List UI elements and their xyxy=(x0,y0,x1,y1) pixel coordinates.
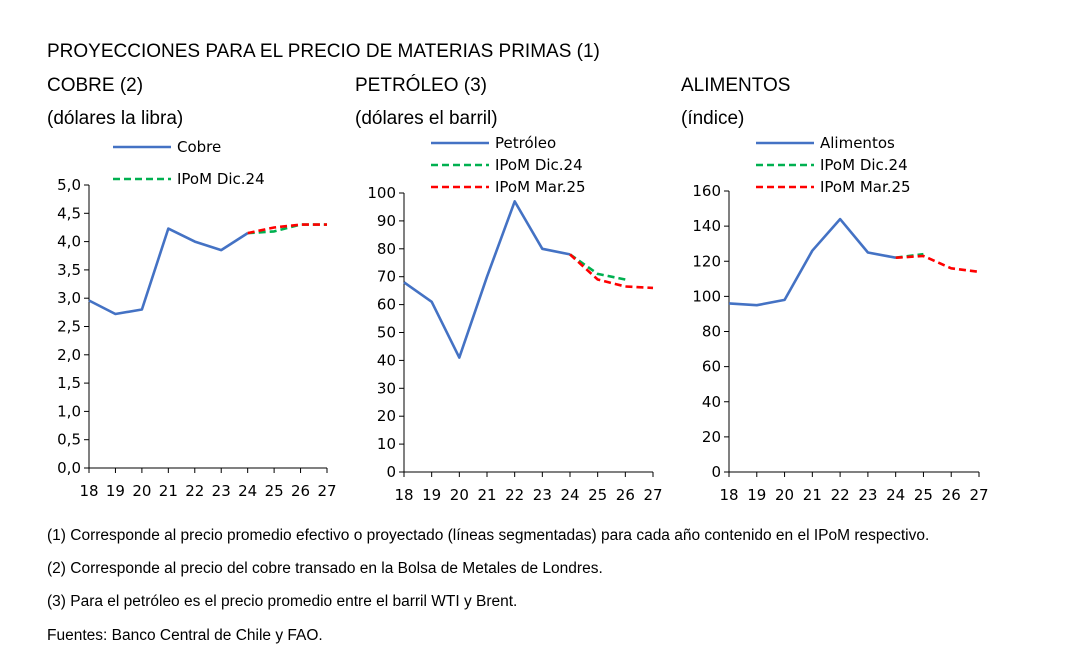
food-series-line-2 xyxy=(895,254,980,274)
food-y-tick-label: 100 xyxy=(692,287,721,305)
copper-y-tick-label: 0,0 xyxy=(57,459,81,477)
food-x-tick-label: 23 xyxy=(858,486,877,504)
oil-series-line-2 xyxy=(569,253,654,290)
oil-x-tick-label: 21 xyxy=(477,486,496,504)
food-x-tick-label: 25 xyxy=(914,486,933,504)
oil-x-tick-label: 20 xyxy=(450,486,469,504)
copper-panel-unit: (dólares la libra) xyxy=(47,108,184,129)
food-x-tick-label: 26 xyxy=(942,486,961,504)
oil-y-tick-label: 60 xyxy=(377,296,396,314)
copper-x-tick-label: 24 xyxy=(238,482,257,500)
food-x-tick-label: 20 xyxy=(775,486,794,504)
oil-y-tick-label: 30 xyxy=(377,379,396,397)
food-y-tick-label: 40 xyxy=(702,393,721,411)
food-x-tick-label: 21 xyxy=(803,486,822,504)
oil-y-tick-label: 80 xyxy=(377,240,396,258)
oil-panel-unit: (dólares el barril) xyxy=(355,108,498,129)
oil-y-tick-label: 40 xyxy=(377,351,396,369)
copper-legend-label-0: Cobre xyxy=(177,138,221,156)
oil-panel-title: PETRÓLEO (3) xyxy=(355,75,487,96)
copper-series-line-0 xyxy=(88,227,249,316)
copper-x-tick-label: 27 xyxy=(317,482,336,500)
oil-x-tick-label: 18 xyxy=(394,486,413,504)
oil-y-tick-label: 90 xyxy=(377,212,396,230)
food-y-tick-label: 140 xyxy=(692,217,721,235)
food-y-tick-label: 80 xyxy=(702,323,721,341)
food-y-tick-label: 160 xyxy=(692,182,721,200)
copper-x-tick-label: 18 xyxy=(79,482,98,500)
copper-y-tick-label: 5,0 xyxy=(57,176,81,194)
sources-note: Fuentes: Banco Central de Chile y FAO. xyxy=(47,627,323,644)
copper-panel-title: COBRE (2) xyxy=(47,75,144,96)
copper-x-tick-label: 21 xyxy=(159,482,178,500)
oil-series-line-1 xyxy=(569,253,626,281)
copper-y-tick-label: 2,0 xyxy=(57,346,81,364)
oil-x-tick-label: 22 xyxy=(505,486,524,504)
oil-x-tick-label: 25 xyxy=(588,486,607,504)
copper-y-tick-label: 1,0 xyxy=(57,402,81,420)
oil-legend-label-1: IPoM Dic.24 xyxy=(495,156,583,174)
footnote-2: (2) Corresponde al precio del cobre tran… xyxy=(47,560,603,577)
oil-x-tick-label: 24 xyxy=(560,486,579,504)
copper-legend-label-1: IPoM Dic.24 xyxy=(177,170,265,188)
food-panel-title: ALIMENTOS xyxy=(681,75,791,96)
footnote-3: (3) Para el petróleo es el precio promed… xyxy=(47,593,518,610)
copper-y-tick-label: 3,5 xyxy=(57,261,81,279)
oil-y-tick-label: 50 xyxy=(377,324,396,342)
oil-y-tick-label: 70 xyxy=(377,268,396,286)
food-panel-unit: (índice) xyxy=(681,108,745,129)
oil-y-tick-label: 100 xyxy=(367,184,396,202)
copper-x-tick-label: 20 xyxy=(132,482,151,500)
copper-series-line-2 xyxy=(247,223,327,235)
food-series-line-0 xyxy=(728,217,896,307)
oil-x-tick-label: 26 xyxy=(616,486,635,504)
copper-y-tick-label: 1,5 xyxy=(57,374,81,392)
food-x-tick-label: 24 xyxy=(886,486,905,504)
food-x-tick-label: 27 xyxy=(969,486,988,504)
food-legend-label-0: Alimentos xyxy=(820,134,895,152)
oil-x-tick-label: 23 xyxy=(533,486,552,504)
food-y-tick-label: 20 xyxy=(702,428,721,446)
food-x-tick-label: 18 xyxy=(719,486,738,504)
copper-y-tick-label: 4,0 xyxy=(57,233,81,251)
oil-y-tick-label: 20 xyxy=(377,407,396,425)
oil-series-line-0 xyxy=(403,200,571,359)
oil-legend-label-0: Petróleo xyxy=(495,134,556,152)
oil-x-tick-label: 27 xyxy=(643,486,662,504)
food-legend-label-2: IPoM Mar.25 xyxy=(820,178,911,196)
food-y-tick-label: 60 xyxy=(702,358,721,376)
copper-x-tick-label: 22 xyxy=(185,482,204,500)
copper-y-tick-label: 2,5 xyxy=(57,318,81,336)
copper-x-tick-label: 26 xyxy=(291,482,310,500)
copper-x-tick-label: 19 xyxy=(106,482,125,500)
figure-title: PROYECCIONES PARA EL PRECIO DE MATERIAS … xyxy=(47,41,600,62)
commodity-charts: 0,0 0,5 1,0 1,5 2,0 2,5 3,0 3,5 4,0 4,5 5,0 18 19 20 2… xyxy=(57,134,988,504)
footnote-1: (1) Corresponde al precio promedio efect… xyxy=(47,527,930,544)
oil-x-tick-label: 19 xyxy=(422,486,441,504)
oil-y-tick-label: 0 xyxy=(386,463,396,481)
food-y-tick-label: 0 xyxy=(711,463,721,481)
food-x-tick-label: 22 xyxy=(831,486,850,504)
copper-y-tick-label: 3,0 xyxy=(57,289,81,307)
food-x-tick-label: 19 xyxy=(747,486,766,504)
food-y-tick-label: 120 xyxy=(692,252,721,270)
oil-legend-label-2: IPoM Mar.25 xyxy=(495,178,586,196)
copper-x-tick-label: 25 xyxy=(265,482,284,500)
copper-y-tick-label: 0,5 xyxy=(57,431,81,449)
food-legend-label-1: IPoM Dic.24 xyxy=(820,156,908,174)
oil-y-tick-label: 10 xyxy=(377,435,396,453)
copper-y-tick-label: 4,5 xyxy=(57,204,81,222)
copper-x-tick-label: 23 xyxy=(212,482,231,500)
